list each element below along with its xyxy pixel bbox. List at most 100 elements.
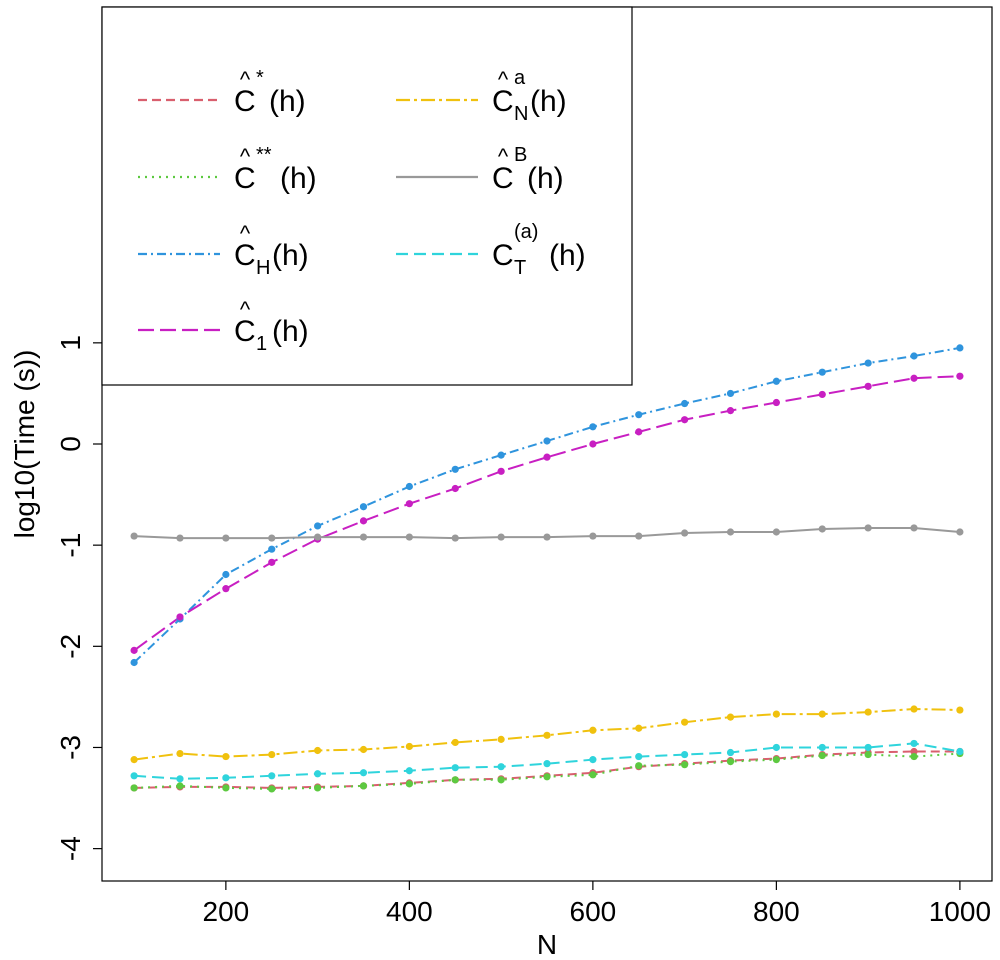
- data-point-c1: [864, 382, 872, 390]
- legend-hat-accent: ^: [240, 67, 251, 92]
- data-point-cb: [956, 528, 964, 536]
- data-point-cna: [314, 746, 322, 755]
- data-point-c1: [818, 390, 826, 399]
- data-point-cta: [176, 775, 184, 783]
- data-point-c1: [405, 500, 413, 508]
- data-point-c1: [497, 467, 505, 475]
- data-point-ch: [497, 451, 505, 459]
- data-point-ch: [405, 482, 413, 491]
- data-point-cb: [543, 533, 551, 541]
- data-point-ch: [864, 359, 872, 367]
- data-point-cstarstar: [130, 784, 138, 792]
- data-point-ch: [681, 399, 689, 408]
- data-point-cstarstar: [589, 771, 597, 779]
- x-tick-label: 800: [753, 896, 800, 927]
- data-point-cna: [222, 752, 230, 761]
- data-point-cb: [359, 533, 368, 541]
- data-point-c1: [268, 558, 276, 566]
- legend-subscript: H: [256, 257, 270, 279]
- data-point-c1: [176, 613, 184, 621]
- data-point-cstar: [910, 747, 918, 756]
- data-point-cb: [681, 529, 689, 537]
- data-point-cstarstar: [451, 776, 459, 784]
- legend-label-c1: C: [234, 315, 256, 348]
- legend-superscript: *: [256, 67, 264, 89]
- data-point-cta: [405, 767, 413, 775]
- data-point-c1: [681, 416, 689, 424]
- data-point-cb: [864, 524, 872, 532]
- data-point-ch: [130, 658, 138, 667]
- data-point-cstarstar: [176, 782, 184, 790]
- data-point-cna: [772, 710, 780, 718]
- legend-argument: (h): [272, 315, 309, 348]
- y-tick-label: 1: [55, 335, 86, 351]
- legend-box: [101, 6, 633, 386]
- legend-argument: (h): [280, 162, 317, 195]
- x-tick-label: 1000: [929, 896, 991, 927]
- data-point-cta: [772, 743, 780, 752]
- data-point-cna: [543, 731, 551, 739]
- data-point-ch: [543, 437, 551, 445]
- data-point-cstarstar: [635, 762, 643, 770]
- legend-hat-accent: ^: [240, 144, 251, 169]
- legend-entry-cstarstar: C^ ** (h): [138, 144, 317, 195]
- data-point-ch: [314, 522, 322, 530]
- data-point-cb: [589, 532, 597, 540]
- data-point-cstarstar: [405, 780, 413, 788]
- legend-entry-ch: C^H (h): [138, 221, 309, 279]
- data-point-cna: [359, 745, 368, 754]
- x-tick-label: 400: [386, 896, 433, 927]
- data-point-cstarstar: [772, 756, 780, 764]
- data-point-ch: [772, 377, 780, 385]
- legend-entry-c1: C^1 (h): [138, 297, 309, 355]
- data-point-cstarstar: [314, 784, 322, 792]
- data-point-ch: [451, 465, 459, 473]
- data-point-cstarstar: [864, 750, 872, 759]
- data-point-cta: [451, 764, 459, 772]
- data-point-cb: [497, 533, 505, 541]
- data-point-cta: [818, 743, 826, 752]
- data-point-cta: [635, 752, 643, 761]
- data-point-ch: [635, 411, 643, 419]
- data-point-cna: [497, 735, 505, 743]
- legend-hat-accent: ^: [498, 67, 509, 92]
- legend-label-cna: C: [492, 85, 514, 118]
- x-axis-ticks: 200 400 600 800 1000: [203, 881, 991, 927]
- data-point-cb: [726, 528, 735, 536]
- legend-argument: (h): [272, 239, 309, 272]
- data-point-cna: [589, 726, 597, 734]
- y-tick-label: -1: [55, 533, 86, 558]
- legend-superscript: (a): [514, 221, 538, 243]
- data-point-c1: [130, 646, 138, 654]
- x-tick-label: 600: [570, 896, 617, 927]
- y-axis-label: log10(Time (s)): [9, 350, 40, 539]
- data-point-cb: [222, 534, 230, 542]
- data-point-c1: [543, 453, 551, 461]
- data-point-c1: [772, 398, 780, 407]
- data-point-cta: [726, 748, 735, 757]
- x-tick-label: 200: [203, 896, 250, 927]
- legend-label-cta: C: [492, 239, 514, 272]
- data-point-cta: [222, 774, 230, 782]
- data-point-cna: [726, 713, 735, 721]
- legend-label-cstar: C: [234, 85, 256, 118]
- legend-entry-cstar: C^ *(h): [138, 67, 306, 118]
- legend-argument: (h): [269, 85, 306, 118]
- data-point-cna: [130, 756, 138, 764]
- y-tick-label: -3: [55, 735, 86, 760]
- data-point-ch: [910, 352, 918, 360]
- data-point-ch: [956, 344, 964, 352]
- data-point-cna: [635, 724, 643, 732]
- data-point-cta: [910, 739, 918, 748]
- legend-subscript: T: [514, 257, 526, 279]
- data-point-cstarstar: [222, 784, 230, 792]
- data-point-cstarstar: [268, 785, 276, 793]
- data-point-cb: [268, 534, 276, 542]
- data-point-cb: [635, 532, 643, 540]
- series-points: [130, 344, 964, 793]
- legend-hat-accent: ^: [498, 144, 509, 169]
- legend-argument: (h): [527, 162, 564, 195]
- data-point-cna: [176, 749, 184, 758]
- data-point-ch: [726, 389, 735, 398]
- data-point-c1: [956, 372, 964, 380]
